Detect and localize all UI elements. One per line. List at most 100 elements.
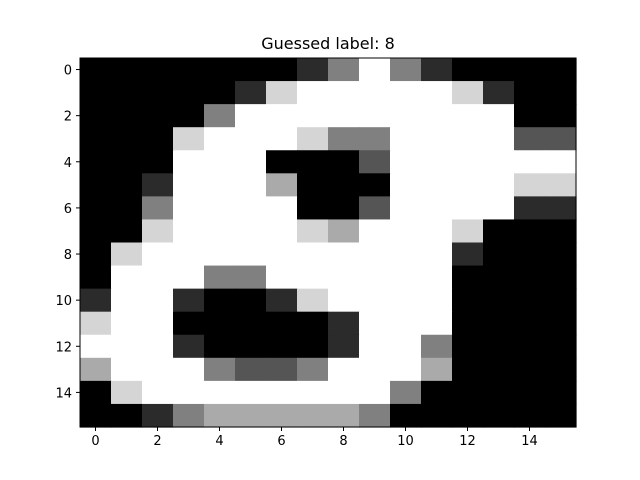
heatmap-cell	[80, 58, 112, 82]
heatmap-cell	[452, 265, 484, 290]
x-tick-label: 8	[339, 434, 347, 449]
heatmap-cell	[514, 81, 546, 105]
heatmap-cell	[359, 334, 391, 359]
heatmap-cell	[142, 265, 174, 290]
heatmap-cell	[204, 380, 236, 405]
heatmap-cell	[142, 219, 174, 244]
x-axis: 0 2 4 6 8 10 12 14	[91, 427, 538, 449]
heatmap-cell	[514, 380, 546, 405]
heatmap-cell	[235, 104, 267, 128]
chart-title: Guessed label: 8	[261, 34, 395, 53]
heatmap-cell	[514, 265, 546, 290]
axes-frame	[79, 57, 577, 428]
x-tick-label: 10	[397, 434, 414, 449]
heatmap-cell	[266, 219, 298, 244]
heatmap-cell	[266, 288, 298, 313]
heatmap-cell	[359, 81, 391, 105]
heatmap-cell	[173, 403, 205, 428]
heatmap-cell	[142, 242, 174, 267]
heatmap-cell	[390, 127, 422, 151]
heatmap-cell	[328, 219, 360, 244]
heatmap-cell	[297, 150, 329, 174]
heatmap-cell	[359, 403, 391, 428]
heatmap-cell	[142, 173, 174, 197]
heatmap-cell	[452, 127, 484, 151]
heatmap-cell	[483, 81, 515, 105]
heatmap-cell	[545, 150, 577, 174]
heatmap-cell	[204, 265, 236, 290]
heatmap-cell	[266, 380, 298, 405]
heatmap-cell	[545, 288, 577, 313]
heatmap-cell	[328, 127, 360, 151]
heatmap-cell	[545, 81, 577, 105]
heatmap-cell	[173, 104, 205, 128]
heatmap-cell	[390, 265, 422, 290]
heatmap-cell	[421, 288, 453, 313]
heatmap-cell	[421, 334, 453, 359]
heatmap-cell	[514, 104, 546, 128]
heatmap-cell	[328, 357, 360, 382]
heatmap-cell	[80, 219, 112, 244]
heatmap-cell	[204, 196, 236, 221]
heatmap-cell	[421, 196, 453, 221]
heatmap-cell	[328, 150, 360, 174]
heatmap-cell	[514, 150, 546, 174]
y-tick-label: 12	[55, 340, 72, 355]
heatmap-cell	[514, 58, 546, 82]
heatmap-cell	[483, 127, 515, 151]
heatmap-cell	[142, 81, 174, 105]
heatmap-cell	[80, 380, 112, 405]
heatmap-cell	[111, 311, 143, 336]
heatmap-cell	[297, 288, 329, 313]
heatmap-cell	[545, 242, 577, 267]
heatmap-cell	[235, 380, 267, 405]
heatmap-cell	[80, 242, 112, 267]
x-tick-label: 12	[459, 434, 476, 449]
heatmap-cell	[545, 334, 577, 359]
heatmap-cell	[483, 357, 515, 382]
heatmap-cell	[545, 127, 577, 151]
heatmap-cell	[266, 81, 298, 105]
heatmap-cell	[235, 403, 267, 428]
heatmap-cell	[328, 104, 360, 128]
heatmap-cells	[80, 58, 577, 428]
heatmap-cell	[452, 403, 484, 428]
heatmap-cell	[328, 242, 360, 267]
heatmap-cell	[328, 380, 360, 405]
y-tick-label: 4	[64, 156, 72, 171]
heatmap-cell	[514, 242, 546, 267]
heatmap-cell	[204, 242, 236, 267]
heatmap-cell	[514, 196, 546, 221]
heatmap-cell	[483, 311, 515, 336]
y-tick-label: 14	[55, 386, 72, 401]
heatmap-cell	[266, 242, 298, 267]
heatmap-cell	[173, 81, 205, 105]
heatmap-cell	[111, 334, 143, 359]
heatmap-cell	[80, 127, 112, 151]
heatmap-cell	[514, 334, 546, 359]
heatmap-cell	[80, 104, 112, 128]
heatmap-cell	[266, 127, 298, 151]
heatmap-cell	[297, 357, 329, 382]
heatmap-cell	[111, 173, 143, 197]
heatmap-cell	[111, 196, 143, 221]
heatmap-cell	[111, 58, 143, 82]
heatmap-cell	[204, 127, 236, 151]
heatmap-cell	[142, 58, 174, 82]
heatmap-cell	[142, 196, 174, 221]
heatmap-cell	[142, 150, 174, 174]
heatmap-cell	[204, 311, 236, 336]
heatmap-cell	[390, 173, 422, 197]
heatmap-cell	[483, 219, 515, 244]
heatmap-cell	[142, 380, 174, 405]
heatmap-cell	[142, 334, 174, 359]
heatmap-cell	[452, 288, 484, 313]
heatmap-cell	[545, 173, 577, 197]
heatmap-cell	[421, 357, 453, 382]
heatmap-cell	[142, 357, 174, 382]
heatmap-cell	[545, 311, 577, 336]
heatmap-cell	[483, 58, 515, 82]
heatmap-cell	[328, 265, 360, 290]
heatmap-cell	[235, 288, 267, 313]
